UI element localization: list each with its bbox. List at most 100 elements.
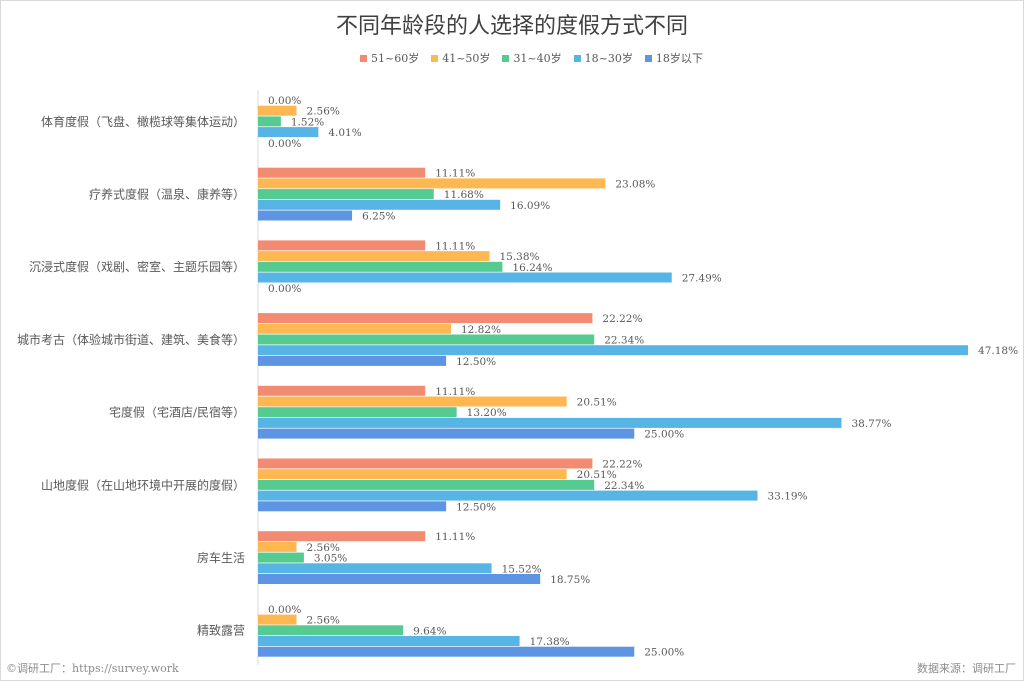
bar: [258, 531, 426, 542]
data-label: 4.01%: [328, 127, 361, 139]
category-label: 城市考古（体验城市街道、建筑、美食等）: [17, 332, 245, 347]
bar: [258, 334, 595, 345]
bar: [258, 417, 842, 428]
chart-title: 不同年龄段的人选择的度假方式不同: [335, 14, 688, 39]
legend-item: 41~50岁: [431, 50, 490, 66]
data-label: 11.11%: [435, 386, 475, 398]
legend-label: 31~40岁: [513, 52, 562, 65]
bar: [258, 636, 520, 646]
bar: [258, 355, 447, 366]
legend-swatch: [573, 54, 581, 62]
data-label: 13.20%: [467, 407, 507, 419]
data-label: 0.00%: [268, 604, 301, 616]
bar: [258, 210, 353, 221]
bar: [258, 323, 451, 334]
legend-item: 18~30岁: [573, 50, 633, 66]
bar: [258, 574, 541, 584]
bar: [258, 272, 672, 283]
data-label: 17.38%: [530, 636, 570, 648]
legend-label: 51~60岁: [371, 52, 420, 65]
data-label: 9.64%: [413, 625, 446, 637]
category-label: 宅度假（宅酒店/民宿等）: [109, 405, 245, 420]
bar: [258, 407, 457, 418]
data-label: 15.52%: [502, 563, 542, 575]
data-label: 11.68%: [444, 189, 484, 201]
data-label: 3.05%: [314, 553, 347, 565]
bar: [258, 396, 567, 407]
legend-item: 31~40岁: [502, 50, 562, 66]
bar: [258, 428, 635, 439]
data-label: 22.22%: [602, 459, 642, 471]
bar: [258, 105, 297, 116]
bar: [258, 490, 758, 501]
bar: [258, 189, 434, 200]
bar: [258, 646, 635, 657]
data-label: 20.51%: [577, 469, 617, 481]
category-label: 精致露营: [197, 624, 245, 638]
data-label: 12.50%: [456, 501, 496, 513]
legend-swatch: [360, 54, 367, 62]
bar: [258, 385, 426, 396]
bar: [258, 251, 490, 262]
data-label: 6.25%: [362, 211, 395, 223]
bar: [258, 552, 304, 563]
bar: [258, 116, 281, 127]
data-label: 33.19%: [768, 491, 808, 503]
bar: [258, 469, 567, 480]
data-label: 16.09%: [510, 200, 550, 212]
bar: [258, 501, 447, 512]
legend-swatch: [644, 54, 652, 62]
data-label: 22.22%: [602, 313, 642, 325]
category-label: 山地度假（在山地环境中开展的度假）: [41, 477, 245, 492]
data-label: 27.49%: [682, 273, 722, 285]
legend-label: 41~50岁: [442, 52, 491, 65]
legend-swatch: [431, 54, 439, 62]
data-label: 12.50%: [456, 356, 496, 368]
data-label: 0.00%: [268, 283, 301, 295]
category-label: 沉浸式度假（戏剧、密室、主题乐园等）: [29, 259, 245, 274]
data-label: 1.52%: [291, 116, 324, 128]
data-label: 11.11%: [435, 168, 475, 180]
data-label: 38.77%: [851, 418, 891, 430]
legend: 51~60岁 41~50岁 31~40岁 18~30岁 18岁以下: [360, 50, 703, 66]
data-label: 23.08%: [615, 178, 655, 190]
data-label: 20.51%: [577, 397, 617, 409]
legend-item: 51~60岁: [360, 50, 419, 66]
data-label: 15.38%: [499, 251, 539, 263]
category-label: 体育度假（飞盘、橄榄球等集体运动）: [41, 114, 245, 129]
bar: [258, 167, 426, 178]
data-label: 47.18%: [978, 345, 1018, 357]
bar: [258, 345, 969, 356]
legend-item: 18岁以下: [644, 50, 703, 66]
bar: [258, 458, 593, 469]
bar: [258, 479, 595, 490]
data-label: 22.34%: [604, 480, 644, 492]
bar: [258, 614, 297, 625]
data-label: 22.34%: [604, 335, 644, 347]
footer-copyright: ©调研工厂：https://survey.work: [6, 662, 179, 675]
data-label: 2.56%: [307, 615, 340, 627]
data-label: 0.00%: [268, 138, 301, 150]
bar: [258, 178, 606, 189]
category-label: 疗养式度假（温泉、康养等）: [89, 186, 245, 201]
data-label: 0.00%: [268, 95, 301, 107]
data-label: 16.24%: [512, 262, 552, 274]
data-label: 11.11%: [435, 240, 475, 252]
data-label: 25.00%: [644, 647, 684, 659]
legend-label: 18~30岁: [584, 52, 633, 65]
data-label: 18.75%: [550, 574, 590, 586]
data-label: 11.11%: [435, 531, 475, 543]
bar: [258, 261, 503, 272]
bar: [258, 541, 297, 552]
data-label: 2.56%: [307, 106, 340, 118]
bar: [258, 240, 426, 251]
footer-source: 数据来源：调研工厂: [917, 662, 1016, 675]
bar: [258, 625, 404, 636]
legend-swatch: [502, 54, 510, 62]
data-label: 12.82%: [461, 324, 501, 336]
data-label: 25.00%: [644, 429, 684, 441]
bar: [258, 563, 492, 574]
category-label: 房车生活: [197, 550, 245, 565]
bar: [258, 127, 319, 138]
